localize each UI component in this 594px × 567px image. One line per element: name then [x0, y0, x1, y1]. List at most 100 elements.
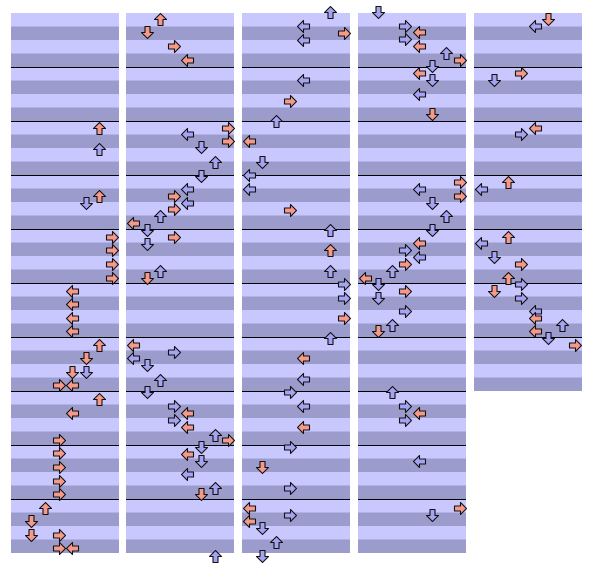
right-arrow-icon: [105, 271, 119, 285]
measure-line: [11, 229, 119, 230]
down-arrow-icon: [425, 223, 439, 237]
left-arrow-icon: [412, 250, 426, 264]
right-arrow-icon: [52, 433, 66, 447]
measure-line: [126, 337, 234, 338]
right-arrow-icon: [52, 446, 66, 460]
measure-line: [358, 283, 466, 284]
up-arrow-icon: [38, 501, 52, 515]
left-arrow-icon: [296, 351, 310, 365]
chart-column-2: [126, 13, 234, 553]
down-arrow-icon: [140, 385, 154, 399]
down-arrow-icon: [425, 196, 439, 210]
left-arrow-icon: [474, 236, 488, 250]
down-arrow-icon: [371, 324, 385, 338]
down-arrow-icon: [425, 73, 439, 87]
up-arrow-icon: [153, 12, 167, 26]
up-arrow-icon: [92, 338, 106, 352]
up-arrow-icon: [439, 46, 453, 60]
down-arrow-icon: [194, 487, 208, 501]
right-arrow-icon: [453, 189, 467, 203]
left-arrow-icon: [126, 351, 140, 365]
right-arrow-icon: [52, 474, 66, 488]
measure-line: [126, 67, 234, 68]
left-arrow-icon: [180, 467, 194, 481]
left-arrow-icon: [242, 168, 256, 182]
measure-line: [126, 445, 234, 446]
right-arrow-icon: [337, 277, 351, 291]
down-arrow-icon: [140, 223, 154, 237]
down-arrow-icon: [140, 25, 154, 39]
left-arrow-icon: [180, 420, 194, 434]
down-arrow-icon: [255, 549, 269, 563]
up-arrow-icon: [439, 209, 453, 223]
up-arrow-icon: [153, 373, 167, 387]
right-arrow-icon: [453, 501, 467, 515]
right-arrow-icon: [52, 378, 66, 392]
measure-line: [126, 391, 234, 392]
right-arrow-icon: [283, 385, 297, 399]
right-arrow-icon: [337, 311, 351, 325]
down-arrow-icon: [371, 5, 385, 19]
right-arrow-icon: [167, 202, 181, 216]
right-arrow-icon: [167, 399, 181, 413]
right-arrow-icon: [453, 175, 467, 189]
right-arrow-icon: [398, 413, 412, 427]
right-arrow-icon: [337, 26, 351, 40]
up-arrow-icon: [208, 481, 222, 495]
up-arrow-icon: [323, 5, 337, 19]
measure-line: [474, 67, 582, 68]
up-arrow-icon: [153, 209, 167, 223]
left-arrow-icon: [412, 39, 426, 53]
right-arrow-icon: [105, 230, 119, 244]
left-arrow-icon: [242, 514, 256, 528]
right-arrow-icon: [453, 53, 467, 67]
measure-line: [11, 445, 119, 446]
measure-line: [242, 67, 350, 68]
measure-line: [358, 121, 466, 122]
left-arrow-icon: [180, 406, 194, 420]
right-arrow-icon: [337, 291, 351, 305]
measure-line: [11, 391, 119, 392]
left-arrow-icon: [412, 66, 426, 80]
up-arrow-icon: [323, 243, 337, 257]
down-arrow-icon: [371, 291, 385, 305]
measure-line: [474, 337, 582, 338]
down-arrow-icon: [194, 454, 208, 468]
down-arrow-icon: [487, 73, 501, 87]
left-arrow-icon: [126, 216, 140, 230]
left-arrow-icon: [412, 454, 426, 468]
left-arrow-icon: [242, 182, 256, 196]
right-arrow-icon: [52, 487, 66, 501]
left-arrow-icon: [180, 127, 194, 141]
right-arrow-icon: [52, 460, 66, 474]
left-arrow-icon: [412, 87, 426, 101]
up-arrow-icon: [92, 121, 106, 135]
right-arrow-icon: [514, 66, 528, 80]
down-arrow-icon: [541, 12, 555, 26]
left-arrow-icon: [296, 33, 310, 47]
measure-line: [474, 283, 582, 284]
left-arrow-icon: [242, 134, 256, 148]
up-arrow-icon: [323, 331, 337, 345]
left-arrow-icon: [242, 501, 256, 515]
right-arrow-icon: [221, 134, 235, 148]
chart-column-4: [358, 13, 466, 553]
right-arrow-icon: [221, 433, 235, 447]
measure-line: [474, 121, 582, 122]
down-arrow-icon: [65, 365, 79, 379]
measure-line: [11, 121, 119, 122]
left-arrow-icon: [296, 420, 310, 434]
down-arrow-icon: [194, 169, 208, 183]
left-arrow-icon: [412, 25, 426, 39]
left-arrow-icon: [180, 53, 194, 67]
down-arrow-icon: [140, 358, 154, 372]
right-arrow-icon: [283, 440, 297, 454]
right-arrow-icon: [52, 541, 66, 555]
left-arrow-icon: [65, 406, 79, 420]
right-arrow-icon: [514, 127, 528, 141]
down-arrow-icon: [79, 196, 93, 210]
up-arrow-icon: [555, 318, 569, 332]
chart-column-1: [11, 13, 119, 553]
up-arrow-icon: [92, 392, 106, 406]
